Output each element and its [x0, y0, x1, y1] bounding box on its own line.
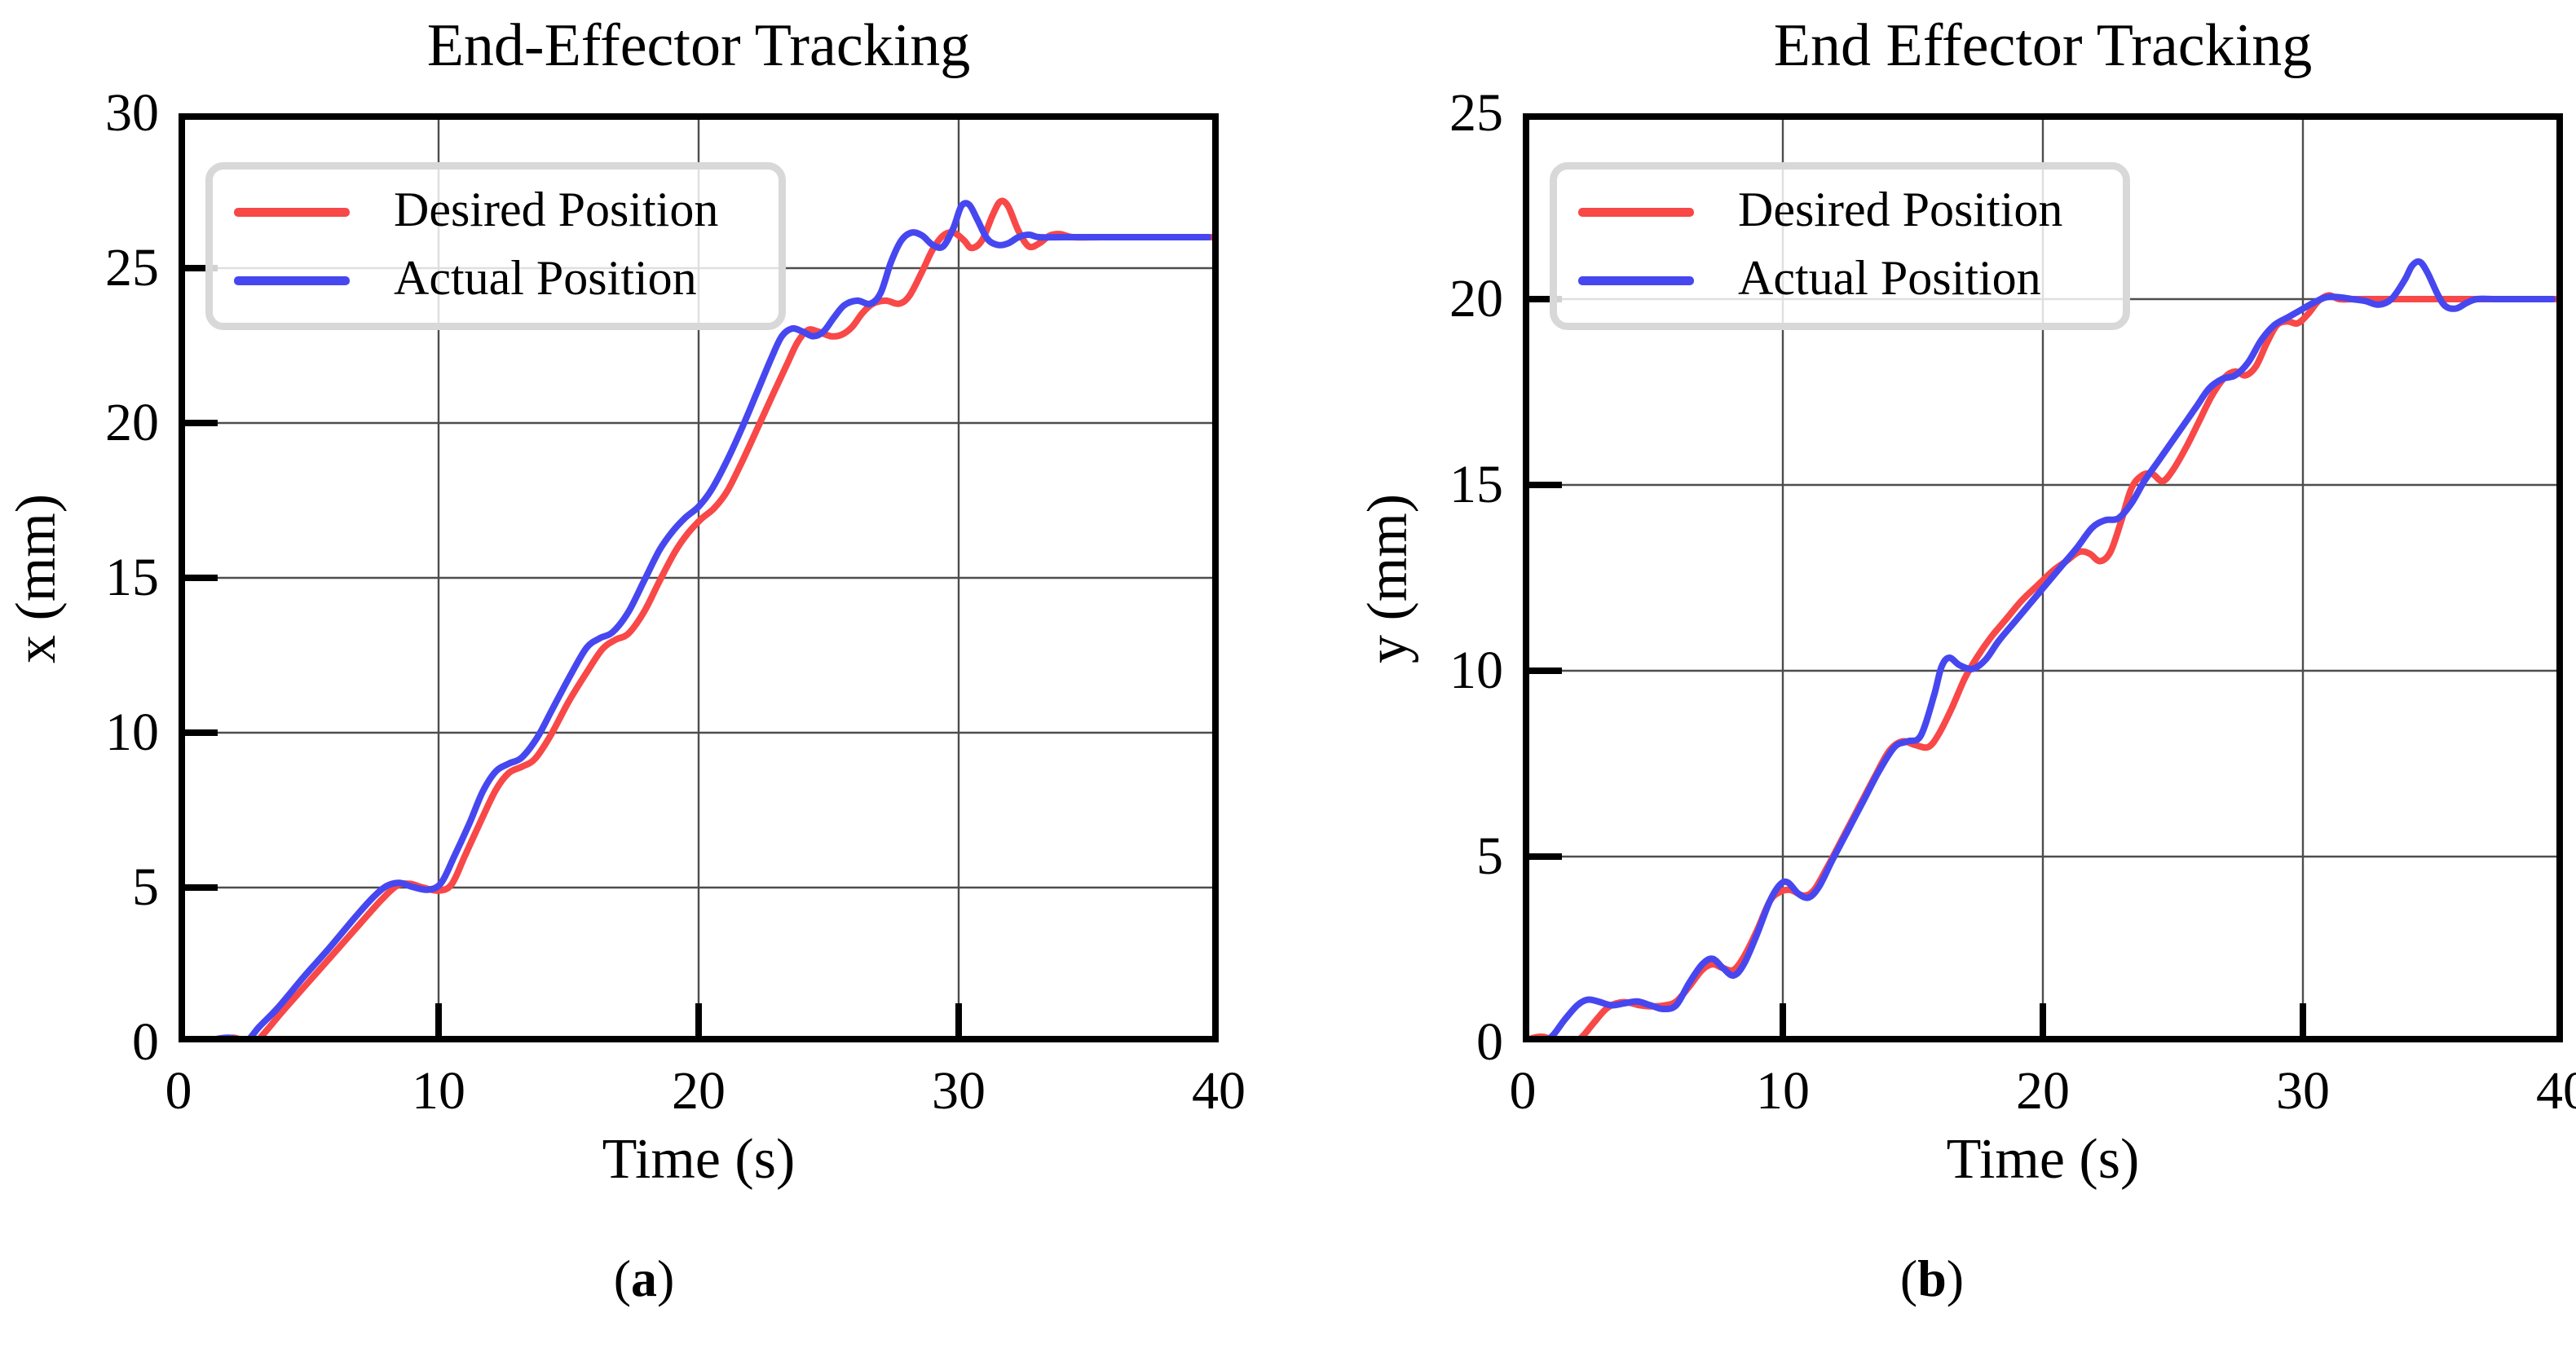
plot-spines: [179, 113, 1219, 1042]
x-tick-label: 20: [2016, 1061, 2070, 1121]
y-tick-label: 20: [1449, 269, 1503, 328]
y-tick-label: 25: [105, 238, 159, 297]
right-plot-area: [1523, 113, 2563, 1042]
caption-letter: b: [1917, 1249, 1947, 1307]
left-chart-title: End-Effector Tracking: [426, 12, 971, 79]
caption-paren: (: [613, 1249, 631, 1307]
left-x-axis-label: Time (s): [602, 1128, 796, 1191]
legend-item-desired: Desired Position: [1578, 185, 2123, 239]
y-tick-label: 15: [105, 548, 159, 607]
y-tick-label: 15: [1449, 455, 1503, 514]
caption-letter: a: [631, 1249, 657, 1307]
y-tick-label: 30: [105, 83, 159, 143]
x-tick-label: 40: [2536, 1061, 2576, 1121]
x-tick-label: 10: [412, 1061, 465, 1121]
left-legend: Desired Position Actual Position: [205, 162, 786, 330]
legend-label-desired: Desired Position: [394, 183, 719, 236]
legend-item-desired: Desired Position: [234, 185, 779, 239]
y-tick-label: 10: [1449, 641, 1503, 700]
right-y-axis-label: y (mm): [1356, 493, 1419, 664]
desired-line-swatch: [234, 207, 350, 217]
right-caption: (b): [1288, 1249, 2576, 1309]
plot-spines: [1523, 113, 2563, 1042]
x-tick-label: 40: [1192, 1061, 1246, 1121]
y-tick-label: 20: [105, 393, 159, 452]
legend-label-actual: Actual Position: [1738, 251, 2041, 305]
actual-line-swatch: [1578, 275, 1694, 285]
actual-line-swatch: [234, 275, 350, 285]
series-actual-position: [179, 200, 1212, 1042]
x-tick-label: 0: [1509, 1061, 1537, 1121]
caption-paren: ): [1946, 1249, 1965, 1307]
y-tick-label: 5: [132, 857, 159, 917]
legend-label-actual: Actual Position: [394, 251, 697, 305]
series-actual-position: [1523, 258, 2556, 1042]
legend-item-actual: Actual Position: [1578, 253, 2123, 307]
x-tick-label: 0: [165, 1061, 192, 1121]
series-desired-position: [1523, 292, 2563, 1042]
y-tick-label: 0: [132, 1012, 159, 1072]
x-tick-label: 20: [672, 1061, 726, 1121]
y-tick-label: 5: [1476, 826, 1503, 886]
right-legend: Desired Position Actual Position: [1550, 162, 2130, 330]
caption-paren: ): [657, 1249, 675, 1307]
left-plot-area: [179, 113, 1219, 1042]
caption-paren: (: [1899, 1249, 1918, 1307]
x-tick-label: 30: [932, 1061, 986, 1121]
right-x-axis-label: Time (s): [1946, 1128, 2140, 1191]
y-tick-label: 10: [105, 703, 159, 762]
legend-item-actual: Actual Position: [234, 253, 779, 307]
y-tick-label: 0: [1476, 1012, 1503, 1072]
x-tick-label: 30: [2276, 1061, 2330, 1121]
x-tick-label: 10: [1756, 1061, 1810, 1121]
y-tick-label: 25: [1449, 83, 1503, 143]
left-caption: (a): [0, 1249, 1288, 1309]
series-desired-position: [179, 197, 1219, 1042]
legend-label-desired: Desired Position: [1738, 183, 2063, 236]
right-chart-title: End Effector Tracking: [1773, 12, 2313, 79]
desired-line-swatch: [1578, 207, 1694, 217]
